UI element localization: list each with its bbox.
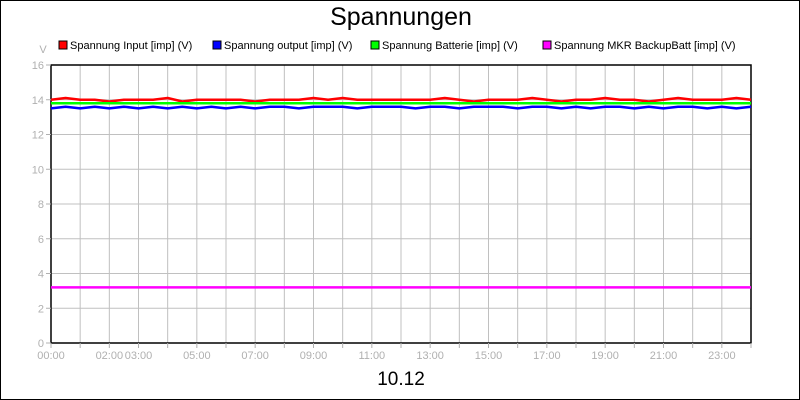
legend-swatch	[212, 40, 222, 50]
x-tick-label: 11:00	[358, 350, 385, 362]
x-tick-label: 23:00	[708, 350, 736, 362]
x-tick-label: 05:00	[183, 350, 211, 362]
y-tick-label: 0	[38, 338, 44, 350]
y-tick-label: 12	[32, 130, 44, 142]
legend-swatch	[542, 40, 552, 50]
x-tick-label: 09:00	[300, 350, 328, 362]
x-tick-label: 15:00	[475, 350, 503, 362]
x-tick-label: 19:00	[591, 350, 619, 362]
series-line-2	[50, 105, 752, 110]
x-tick-label: 00:00	[37, 350, 65, 362]
y-axis-label: V	[39, 44, 47, 56]
x-tick-label: 02:00	[96, 350, 124, 362]
legend-label: Spannung Input [imp] (V)	[70, 40, 192, 52]
legend-label: Spannung Batterie [imp] (V)	[382, 40, 518, 52]
y-tick-label: 4	[38, 269, 44, 281]
x-tick-label: 07:00	[241, 350, 269, 362]
legend-label: Spannung output [imp] (V)	[224, 40, 352, 52]
legend-swatch	[58, 40, 68, 50]
x-tick-label: 13:00	[416, 350, 444, 362]
legend-label: Spannung MKR BackupBatt [imp] (V)	[554, 40, 736, 52]
series-line-1	[50, 96, 752, 103]
legend-swatch	[370, 40, 380, 50]
x-tick-label: 03:00	[125, 350, 153, 362]
chart-title: Spannungen	[330, 3, 472, 31]
x-tick-label: 21:00	[650, 350, 678, 362]
y-tick-label: 10	[32, 164, 44, 176]
y-tick-label: 14	[32, 95, 44, 107]
y-tick-label: 16	[32, 60, 44, 72]
y-tick-label: 8	[38, 199, 44, 211]
y-tick-label: 2	[38, 303, 44, 315]
x-axis-label: 10.12	[377, 369, 425, 390]
y-tick-label: 6	[38, 234, 44, 246]
x-tick-label: 17:00	[533, 350, 561, 362]
